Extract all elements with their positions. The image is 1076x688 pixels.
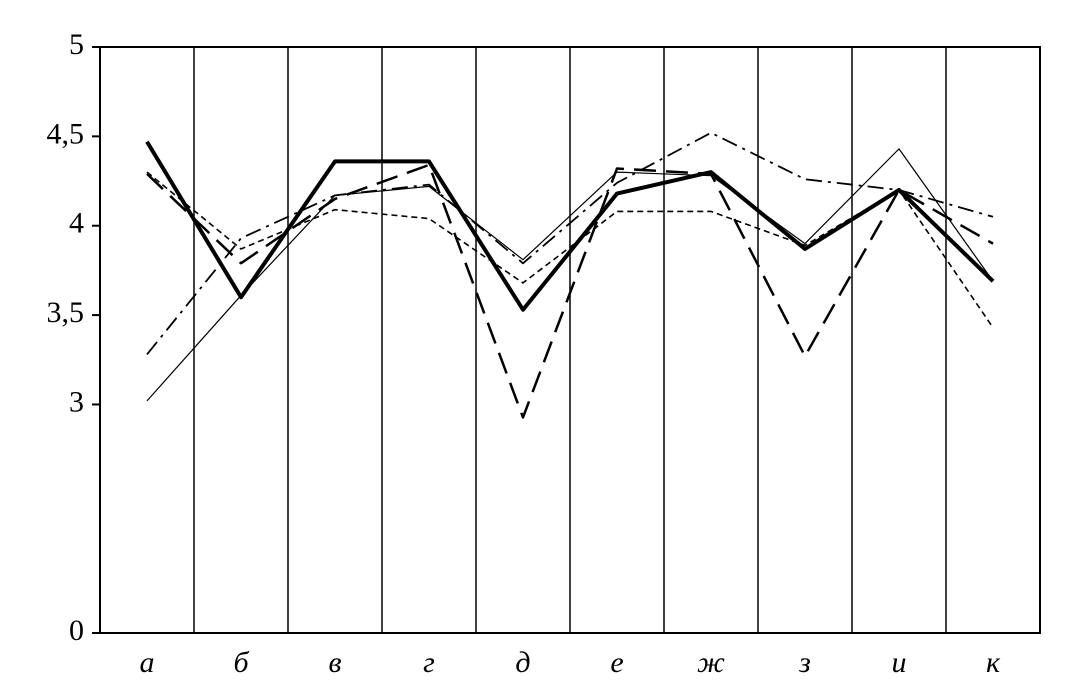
x-tick-label: а [140,646,155,679]
y-tick-label: 5 [69,28,84,61]
x-tick-label: и [892,646,907,679]
y-tick-label: 3,5 [47,296,85,329]
series-line [146,131,994,355]
x-tick-label: к [986,646,1001,679]
y-tick-label: 4,5 [47,117,85,150]
x-tick-label: в [328,646,341,679]
y-tick-label: 3 [69,385,84,418]
x-tick-label: г [423,646,435,679]
series-line [146,148,994,402]
x-tick-label: б [233,646,249,679]
y-tick-label: 0 [69,614,84,647]
x-tick-label: е [610,646,623,679]
y-tick-label: 4 [69,207,84,240]
x-tick-label: д [515,646,530,679]
series-line [146,163,994,419]
x-tick-label: з [798,646,811,679]
series-line [146,171,994,329]
x-tick-label: ж [697,646,725,679]
